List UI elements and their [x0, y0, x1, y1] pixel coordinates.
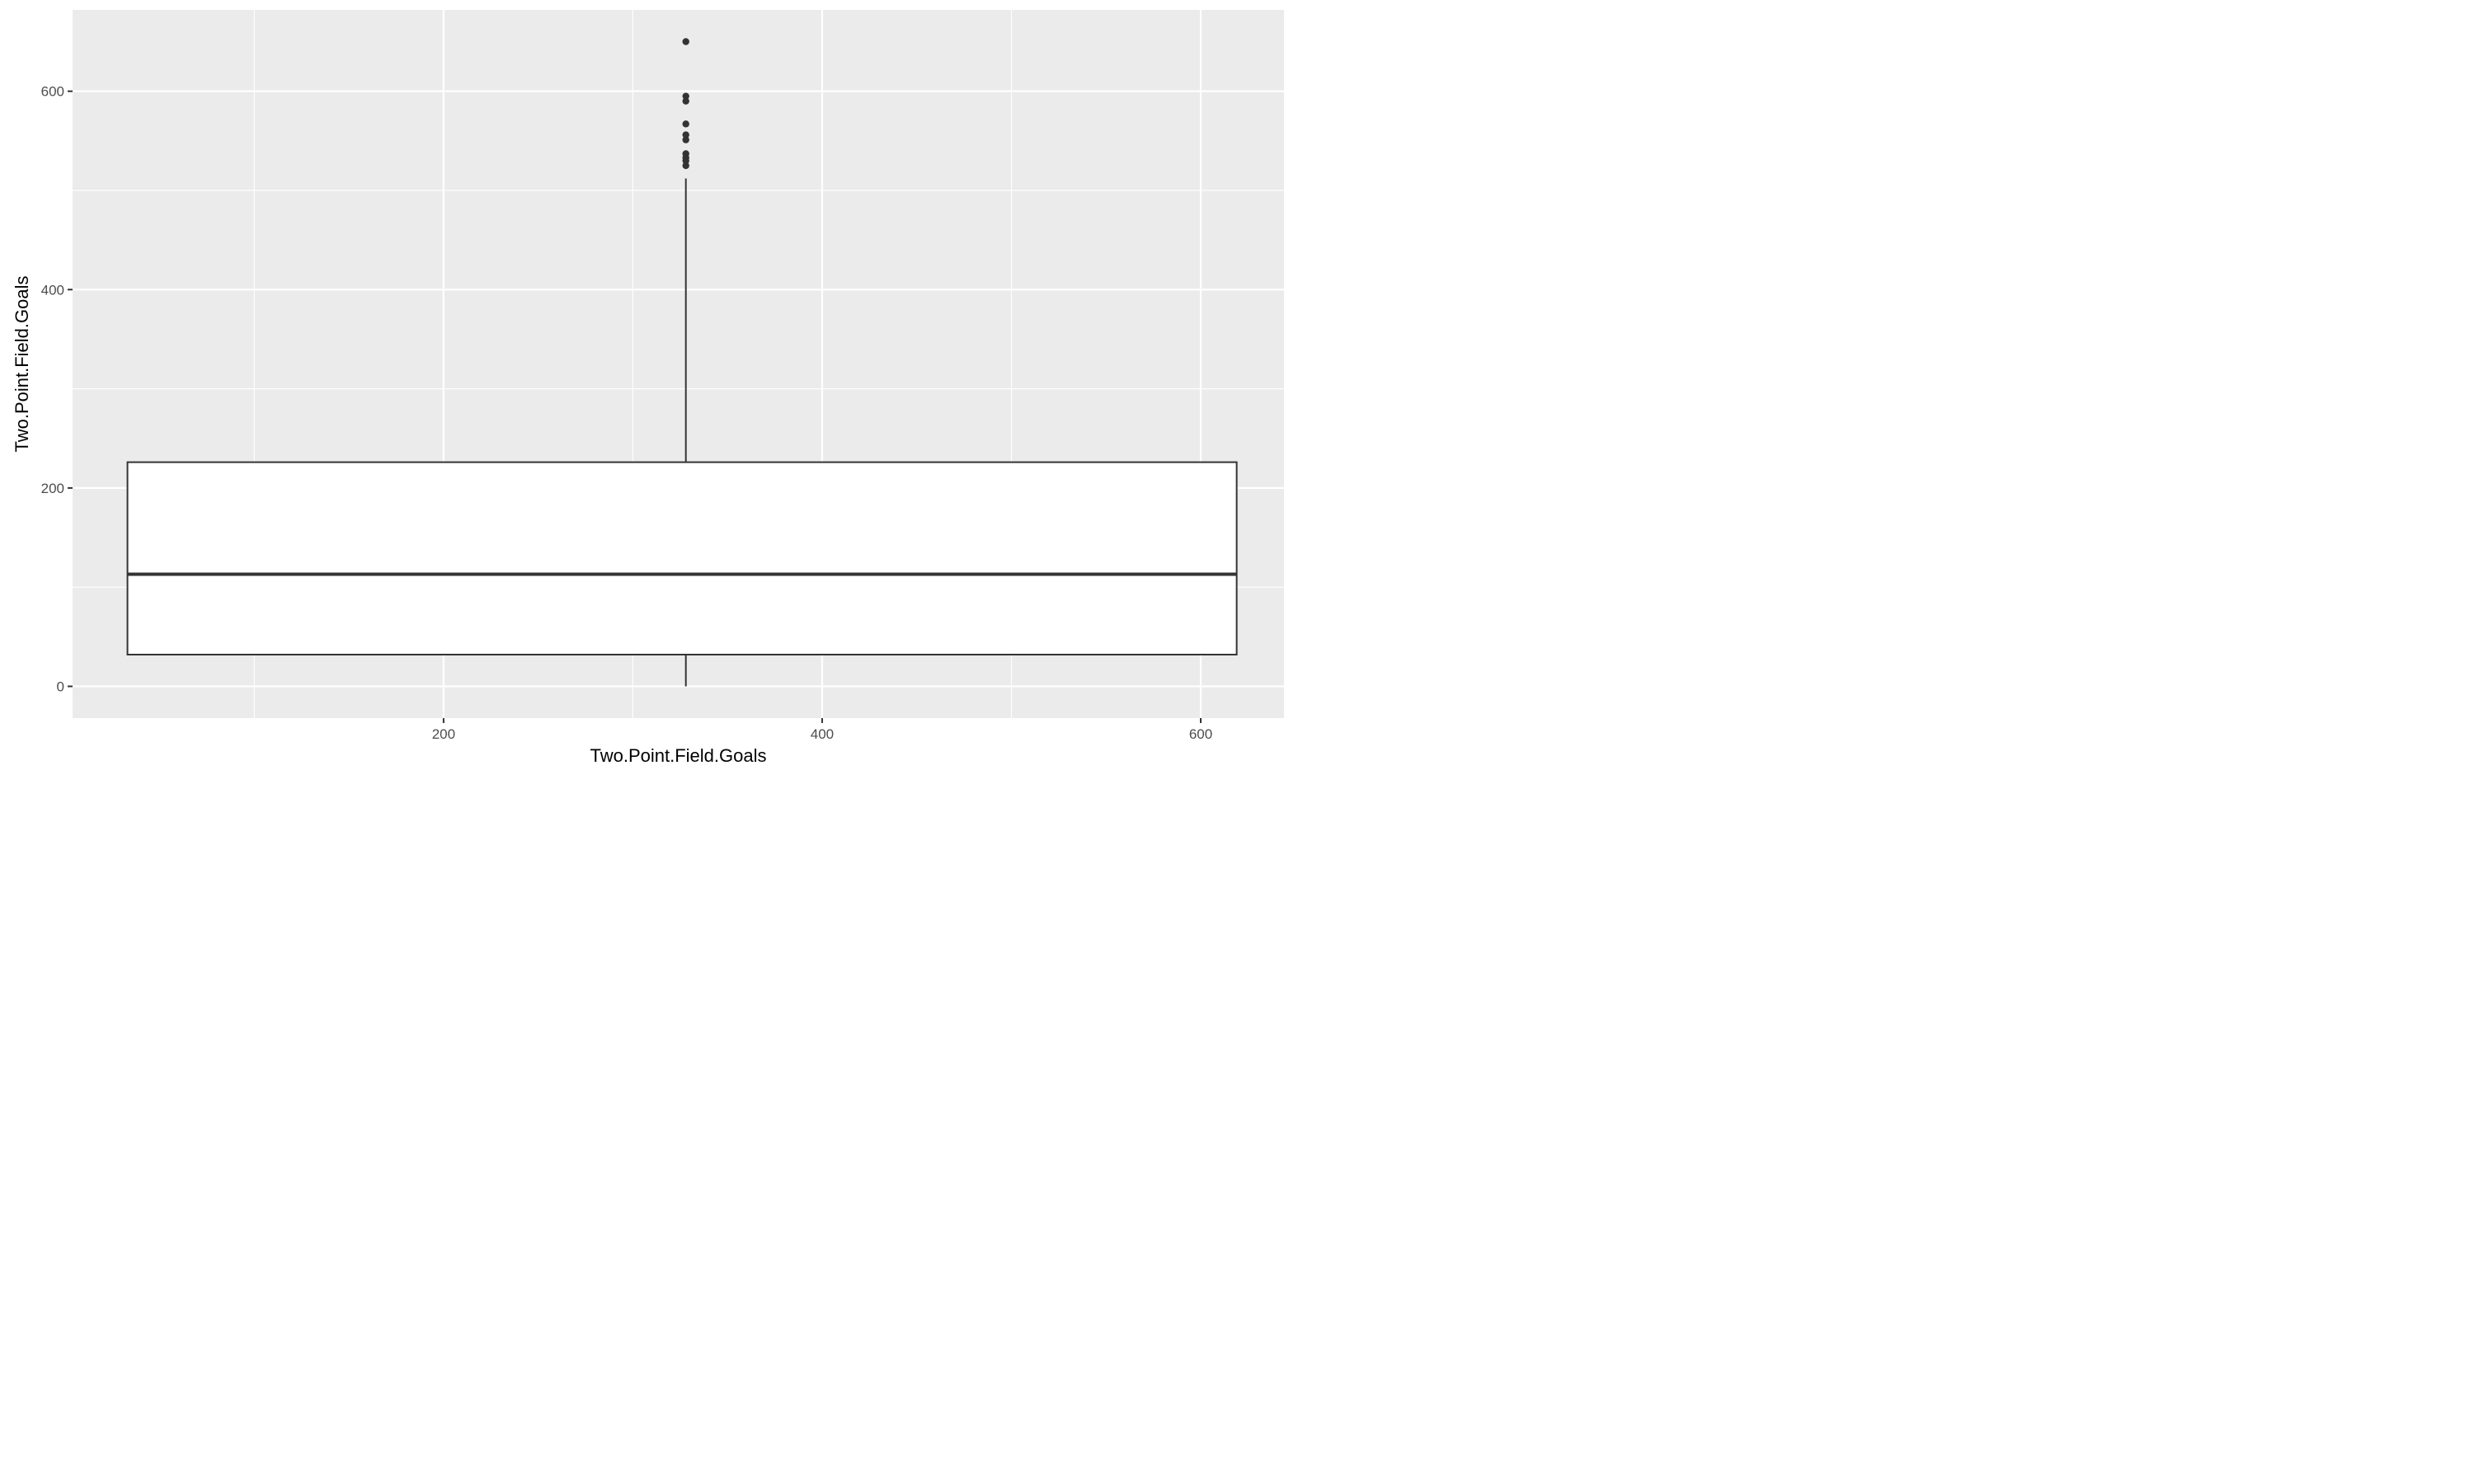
y-axis-ticks: 0 200 400 600 — [41, 84, 73, 695]
outlier-point — [682, 97, 689, 105]
outlier-point — [682, 162, 689, 170]
y-tick-label: 0 — [57, 679, 64, 695]
y-axis-title: Two.Point.Field.Goals — [12, 276, 32, 453]
outlier-point — [682, 120, 689, 128]
x-tick-label: 200 — [432, 726, 455, 742]
x-axis-title: Two.Point.Field.Goals — [590, 745, 767, 766]
y-tick-label: 600 — [41, 84, 64, 100]
outlier-point — [682, 136, 689, 143]
y-tick-label: 400 — [41, 282, 64, 298]
x-tick-label: 400 — [811, 726, 834, 742]
outlier-points — [682, 38, 689, 170]
boxplot-chart: 0 200 400 600 200 400 600 Two.Point.Field.Goa… — [12, 10, 1284, 766]
outlier-point — [682, 157, 689, 165]
outlier-point — [682, 92, 689, 100]
interquartile-box — [126, 461, 1238, 656]
box-group — [126, 178, 1238, 687]
outlier-point — [682, 131, 689, 139]
y-tick-label: 200 — [41, 481, 64, 496]
x-tick-label: 600 — [1189, 726, 1212, 742]
x-axis-ticks: 200 400 600 — [432, 718, 1212, 742]
outlier-point — [682, 38, 689, 45]
